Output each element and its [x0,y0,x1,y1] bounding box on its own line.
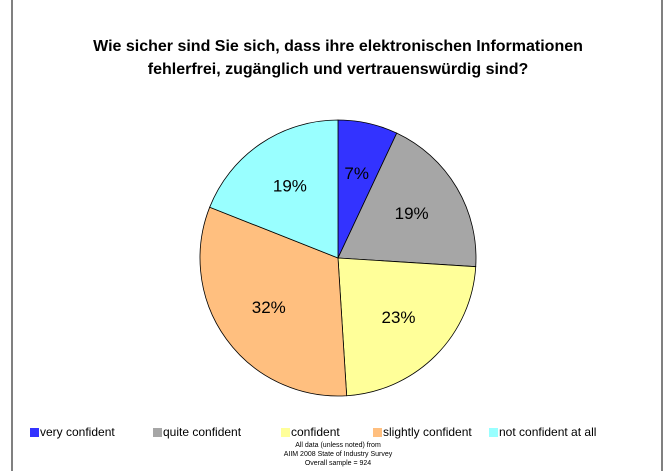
legend-swatch [153,428,162,437]
footnote: All data (unless noted) from [295,442,381,449]
data-label: 19% [395,204,429,223]
legend-label: slightly confident [383,425,472,439]
footnote: Overall sample = 924 [305,460,371,467]
pie-slice [199,206,348,397]
pie-slice [209,119,339,259]
data-label: 7% [344,164,369,183]
footnote: AIIM 2008 State of Industry Survey [284,451,393,458]
legend-swatch [281,428,290,437]
pie-slice [337,257,477,397]
legend-swatch [373,428,382,437]
legend-swatch [489,428,498,437]
data-label: 32% [252,298,286,317]
data-label: 23% [381,308,415,327]
data-label: 19% [273,177,307,196]
legend-label: confident [291,425,340,439]
chart-title: fehlerfrei, zugänglich und vertrauenswür… [148,61,529,78]
pie-slice [337,132,477,268]
legend-label: very confident [40,425,115,439]
legend-label: quite confident [163,425,242,439]
legend-swatch [30,428,39,437]
chart-title: Wie sicher sind Sie sich, dass ihre elek… [93,38,583,55]
legend-label: not confident at all [499,425,596,439]
